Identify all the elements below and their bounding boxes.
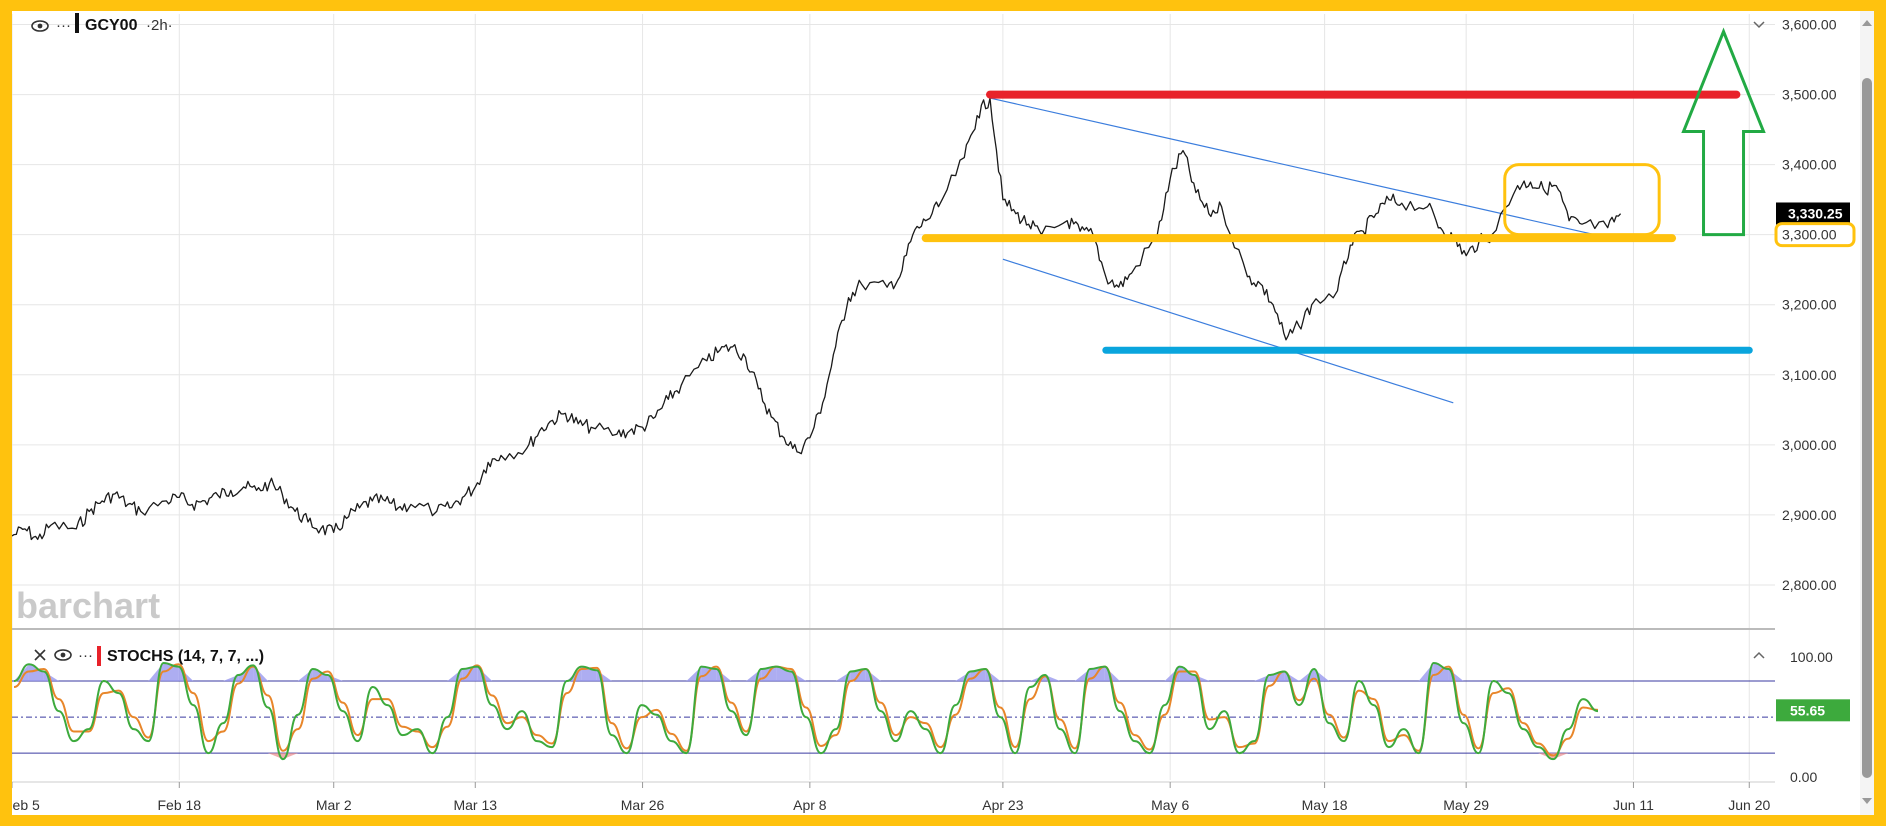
- time-tick-label: Mar 13: [453, 797, 497, 813]
- time-tick-label: Feb 5: [4, 797, 40, 813]
- stochastic-overbought-fill: [776, 666, 792, 682]
- time-tick-label: May 6: [1151, 797, 1189, 813]
- time-tick-label: Mar 26: [621, 797, 665, 813]
- time-tick-label: Jun 11: [1613, 797, 1654, 813]
- stochastic-overbought-fill: [1179, 666, 1195, 682]
- stochastic-pane: [12, 662, 1775, 761]
- up-arrow-annotation: [1681, 27, 1766, 237]
- annotations-back: [989, 97, 1595, 404]
- price-tick-label: 3,200.00: [1782, 297, 1837, 313]
- time-axis[interactable]: Feb 5 Feb 18 Mar 2 Mar 13 Mar 26 Apr 8 Apr 23 M…: [4, 781, 1775, 813]
- price-series: [11, 97, 1622, 541]
- stochastic-d-line: [13, 663, 1599, 757]
- price-tick-label: 2,900.00: [1782, 507, 1837, 523]
- channel-lower-trendline: [1002, 258, 1454, 404]
- chevron-up-icon[interactable]: [1753, 651, 1765, 659]
- stochastic-overbought-fill: [566, 666, 582, 682]
- price-tick-label: 3,400.00: [1782, 157, 1837, 173]
- stochastic-k-line: [13, 662, 1599, 761]
- last-price-box: [1776, 202, 1850, 225]
- stochastic-last-value-box: [1776, 699, 1850, 722]
- close-icon[interactable]: [34, 649, 46, 661]
- consolidation-box: [1503, 163, 1661, 237]
- time-tick-label: Apr 8: [793, 797, 827, 813]
- price-tick-label: 3,300.00: [1782, 227, 1837, 243]
- eye-icon[interactable]: [54, 649, 72, 661]
- main-pane-header: ··· GCY00 ·2h·: [31, 13, 1765, 34]
- price-tick-label: 3,500.00: [1782, 87, 1837, 103]
- symbol-label[interactable]: GCY00: [85, 17, 138, 34]
- time-tick-label: May 29: [1443, 797, 1489, 813]
- symbol-color-marker: [75, 13, 79, 33]
- stochastic-overbought-fill: [253, 665, 269, 682]
- indicator-header: ··· STOCHS (14, 7, 7, ...): [34, 646, 1765, 666]
- indicator-name-label[interactable]: STOCHS (14, 7, 7, ...): [107, 648, 264, 665]
- watermark-barchart: barchart: [16, 585, 160, 626]
- indicator-color-marker: [97, 646, 101, 666]
- stochastic-axis: 100.00 0.00 55.65: [1776, 649, 1850, 785]
- stochastic-last-value-label: 55.65: [1790, 702, 1825, 718]
- eye-icon[interactable]: [31, 20, 49, 32]
- price-tick-label: 2,800.00: [1782, 577, 1837, 593]
- stochastic-overbought-fill: [701, 666, 717, 682]
- price-tick-label: 3,600.00: [1782, 17, 1837, 33]
- vertical-scrollbar-thumb[interactable]: [1862, 78, 1872, 778]
- price-tick-label: 3,000.00: [1782, 437, 1837, 453]
- indicator-menu-dots[interactable]: ···: [78, 647, 93, 664]
- annotations-front: [921, 27, 1766, 354]
- stochastic-overbought-fill: [1104, 666, 1120, 682]
- interval-label[interactable]: ·2h·: [146, 17, 173, 34]
- scroll-down-arrow-icon[interactable]: [1862, 798, 1872, 804]
- time-tick-label: Mar 2: [316, 797, 352, 813]
- scroll-up-arrow-icon[interactable]: [1862, 20, 1872, 26]
- stochastic-tick-label: 0.00: [1790, 769, 1817, 785]
- channel-upper-trendline: [989, 97, 1595, 236]
- time-tick-label: May 18: [1302, 797, 1348, 813]
- stochastic-tick-label: 100.00: [1790, 649, 1833, 665]
- last-price-label: 3,330.25: [1788, 205, 1843, 221]
- main-menu-dots[interactable]: ···: [56, 17, 71, 34]
- time-tick-label: Feb 18: [157, 797, 201, 813]
- stochastic-overbought-fill: [163, 663, 179, 682]
- time-tick-label: Apr 23: [982, 797, 1023, 813]
- stochastic-overbought-fill: [28, 664, 44, 682]
- chevron-down-icon[interactable]: [1753, 21, 1765, 29]
- price-tick-label: 3,100.00: [1782, 367, 1837, 383]
- price-axis[interactable]: 3,600.00 3,500.00 3,400.00 3,300.00 3,200.00…: [1774, 17, 1856, 593]
- support-price-highlight: [1774, 222, 1856, 248]
- stochastic-overbought-fill: [178, 666, 194, 682]
- stochastic-overbought-fill: [477, 666, 493, 682]
- price-line: [11, 97, 1622, 541]
- time-tick-label: Jun 20: [1728, 797, 1770, 813]
